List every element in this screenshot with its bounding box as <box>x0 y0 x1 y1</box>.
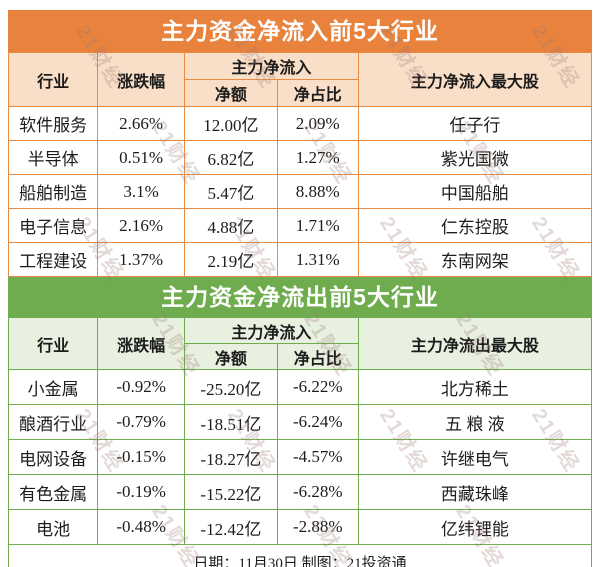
table-cell: 1.27% <box>276 140 359 175</box>
header-net-ratio: 净占比 <box>276 343 359 370</box>
table-cell: 亿纬锂能 <box>357 509 593 545</box>
table-cell: 电子信息 <box>7 208 99 243</box>
header-change: 涨跌幅 <box>97 52 186 107</box>
table-cell: 仁东控股 <box>357 208 593 243</box>
inflow-table-body: 软件服务 2.66% 12.00亿 2.09% 任子行 半导体 0.51% 6.82亿 1.27… <box>7 106 593 277</box>
inflow-section-title: 主力资金净流入前5大行业 <box>8 10 592 52</box>
table-cell: 2.66% <box>97 106 186 141</box>
table-cell: 2.16% <box>97 208 186 243</box>
inflow-table-header: 行业 涨跌幅 主力净流入 主力净流入最大股 净额 净占比 <box>7 52 593 107</box>
table-cell: -18.51亿 <box>184 404 278 440</box>
header-group: 主力净流入 <box>184 317 359 344</box>
table-content: 主力资金净流入前5大行业 行业 涨跌幅 主力净流入 主力净流入最大股 净额 净占… <box>7 10 593 567</box>
header-change: 涨跌幅 <box>97 317 186 370</box>
outflow-table-header: 行业 涨跌幅 主力净流入 主力净流出最大股 净额 净占比 <box>7 317 593 370</box>
table-cell: 工程建设 <box>7 242 99 277</box>
table-cell: -6.28% <box>276 474 359 510</box>
table-cell: 软件服务 <box>7 106 99 141</box>
table-cell: 有色金属 <box>7 474 99 510</box>
outflow-section-title: 主力资金净流出前5大行业 <box>8 277 592 317</box>
table-cell: 4.88亿 <box>184 208 278 243</box>
table-row: 电网设备 -0.15% -18.27亿 -4.57% 许继电气 <box>7 439 593 475</box>
table-cell: -18.27亿 <box>184 439 278 475</box>
table-cell: 3.1% <box>97 174 186 209</box>
table-cell: 1.71% <box>276 208 359 243</box>
table-cell: 北方稀土 <box>357 369 593 405</box>
table-cell: 12.00亿 <box>184 106 278 141</box>
table-cell: 许继电气 <box>357 439 593 475</box>
table-row: 软件服务 2.66% 12.00亿 2.09% 任子行 <box>7 106 593 141</box>
header-net-amount: 净额 <box>184 343 278 370</box>
table-cell: -15.22亿 <box>184 474 278 510</box>
table-cell: 西藏珠峰 <box>357 474 593 510</box>
table-cell: 2.19亿 <box>184 242 278 277</box>
table-cell: 中国船舶 <box>357 174 593 209</box>
table-cell: 1.37% <box>97 242 186 277</box>
table-cell: -25.20亿 <box>184 369 278 405</box>
table-cell: 小金属 <box>7 369 99 405</box>
table-row: 电池 -0.48% -12.42亿 -2.88% 亿纬锂能 <box>7 509 593 545</box>
table-row: 船舶制造 3.1% 5.47亿 8.88% 中国船舶 <box>7 174 593 209</box>
table-cell: 电池 <box>7 509 99 545</box>
table-cell: -0.19% <box>97 474 186 510</box>
header-top-stock: 主力净流出最大股 <box>357 317 593 370</box>
table-cell: -2.88% <box>276 509 359 545</box>
table-cell: 2.09% <box>276 106 359 141</box>
table-footer: 日期：11月30日 制图：21投资通 <box>8 544 592 567</box>
table-cell: 酿酒行业 <box>7 404 99 440</box>
table-cell: 五 粮 液 <box>357 404 593 440</box>
header-industry: 行业 <box>7 52 99 107</box>
table-cell: 0.51% <box>97 140 186 175</box>
outflow-table-body: 小金属 -0.92% -25.20亿 -6.22% 北方稀土 酿酒行业 -0.79% -18.… <box>7 369 593 545</box>
table-cell: 紫光国微 <box>357 140 593 175</box>
table-cell: 任子行 <box>357 106 593 141</box>
table-cell: -0.48% <box>97 509 186 545</box>
table-row: 工程建设 1.37% 2.19亿 1.31% 东南网架 <box>7 242 593 277</box>
footer-caption: 日期：11月30日 制图：21投资通 <box>8 544 592 567</box>
outflow-table: 行业 涨跌幅 主力净流入 主力净流出最大股 净额 净占比 小金属 -0.92% -2… <box>7 317 593 567</box>
table-cell: 6.82亿 <box>184 140 278 175</box>
table-cell: -0.79% <box>97 404 186 440</box>
header-net-ratio: 净占比 <box>276 79 359 107</box>
table-cell: 半导体 <box>7 140 99 175</box>
table-cell: -4.57% <box>276 439 359 475</box>
table-row: 有色金属 -0.19% -15.22亿 -6.28% 西藏珠峰 <box>7 474 593 510</box>
table-cell: 8.88% <box>276 174 359 209</box>
header-group: 主力净流入 <box>184 52 359 80</box>
table-row: 电子信息 2.16% 4.88亿 1.71% 仁东控股 <box>7 208 593 243</box>
table-cell: -6.24% <box>276 404 359 440</box>
table-cell: 1.31% <box>276 242 359 277</box>
table-row: 小金属 -0.92% -25.20亿 -6.22% 北方稀土 <box>7 369 593 405</box>
table-cell: 5.47亿 <box>184 174 278 209</box>
table-cell: -0.15% <box>97 439 186 475</box>
table-cell: -0.92% <box>97 369 186 405</box>
table-cell: -6.22% <box>276 369 359 405</box>
inflow-table: 行业 涨跌幅 主力净流入 主力净流入最大股 净额 净占比 软件服务 2.66% 12… <box>7 52 593 277</box>
table-cell: 船舶制造 <box>7 174 99 209</box>
header-industry: 行业 <box>7 317 99 370</box>
header-top-stock: 主力净流入最大股 <box>357 52 593 107</box>
table-cell: -12.42亿 <box>184 509 278 545</box>
table-row: 半导体 0.51% 6.82亿 1.27% 紫光国微 <box>7 140 593 175</box>
table-row: 酿酒行业 -0.79% -18.51亿 -6.24% 五 粮 液 <box>7 404 593 440</box>
table-cell: 电网设备 <box>7 439 99 475</box>
header-net-amount: 净额 <box>184 79 278 107</box>
table-cell: 东南网架 <box>357 242 593 277</box>
